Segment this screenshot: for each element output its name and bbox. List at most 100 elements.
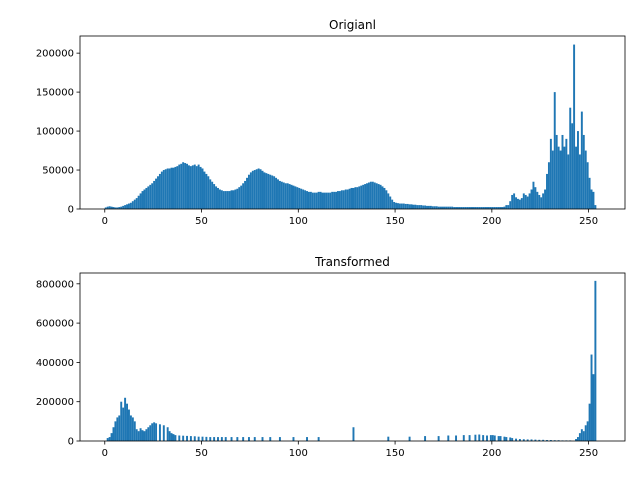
bar: [577, 437, 579, 441]
bar: [528, 193, 531, 209]
x-tick-label: 0: [102, 216, 108, 227]
bar: [524, 194, 527, 209]
bar: [236, 188, 239, 209]
bar: [133, 421, 136, 441]
bar: [542, 439, 545, 441]
bar: [112, 427, 115, 441]
bar: [108, 206, 111, 209]
bar: [379, 184, 382, 209]
bar: [468, 435, 471, 441]
bar: [145, 187, 148, 209]
bar: [317, 437, 320, 441]
bar: [563, 146, 566, 209]
bar: [484, 207, 487, 209]
bar: [155, 423, 158, 441]
bar: [184, 163, 187, 209]
bar: [306, 191, 308, 209]
bar: [435, 206, 438, 209]
bar: [482, 207, 485, 209]
bar: [294, 186, 297, 209]
bar: [520, 198, 523, 209]
bar: [457, 207, 459, 209]
bar: [205, 173, 208, 209]
bar: [495, 207, 498, 209]
bar: [584, 425, 587, 441]
bar: [217, 187, 219, 209]
bar: [470, 207, 473, 209]
bar: [186, 163, 188, 209]
bar: [222, 191, 225, 209]
bar: [133, 199, 136, 209]
bar: [170, 167, 173, 209]
bar: [290, 184, 293, 209]
x-tick-label: 0: [102, 448, 108, 459]
bar: [259, 169, 262, 209]
bar: [187, 165, 190, 209]
bar: [476, 207, 479, 209]
bar: [253, 437, 256, 441]
bar: [157, 176, 159, 209]
bar: [342, 190, 345, 209]
x-tick-label: 250: [579, 216, 598, 227]
y-tick-label: 0: [68, 205, 74, 216]
bar: [106, 206, 109, 209]
axes-frame: [79, 35, 626, 210]
y-tick-label: 50000: [42, 166, 74, 177]
bar: [466, 207, 469, 209]
bar: [507, 205, 510, 209]
axes-frame: [79, 272, 626, 442]
bar: [369, 181, 372, 209]
bar: [580, 429, 583, 441]
x-tick-label: 50: [195, 216, 208, 227]
y-tick-label: 200000: [36, 397, 74, 408]
bar: [234, 189, 237, 209]
bar: [209, 437, 212, 441]
bar: [487, 207, 490, 209]
bar: [437, 206, 440, 209]
bar: [118, 415, 121, 441]
bar: [493, 207, 496, 209]
bar: [273, 176, 276, 209]
bar: [366, 183, 368, 209]
bar: [346, 189, 349, 209]
bar: [427, 205, 430, 209]
bar: [431, 206, 434, 209]
bar: [509, 437, 512, 441]
bar: [577, 131, 579, 209]
bar: [215, 186, 218, 209]
bar: [455, 207, 458, 209]
bar: [383, 187, 386, 209]
bar: [505, 205, 508, 209]
bar: [503, 436, 506, 441]
bar: [114, 207, 117, 209]
bar: [323, 192, 326, 209]
bar: [356, 187, 359, 209]
bar: [478, 207, 481, 209]
bar: [182, 162, 185, 209]
x-tick-label: 200: [482, 448, 501, 459]
bar: [391, 199, 394, 209]
bar: [110, 433, 113, 441]
bar: [416, 205, 419, 209]
bar: [373, 182, 376, 209]
bar: [344, 189, 347, 209]
bar: [443, 206, 446, 209]
bar: [120, 206, 123, 209]
bar: [306, 437, 308, 441]
bar: [282, 182, 285, 209]
bar: [418, 205, 421, 209]
bar: [542, 193, 545, 209]
bar: [151, 183, 154, 209]
bar: [251, 170, 254, 209]
y-tick-label: 200000: [36, 49, 74, 60]
bar: [257, 168, 260, 209]
bar: [518, 439, 521, 441]
bar: [106, 438, 109, 441]
y-tick-label: 800000: [36, 279, 74, 290]
x-tick-label: 150: [386, 216, 405, 227]
bar: [588, 177, 591, 209]
bar: [292, 185, 295, 209]
bar: [414, 204, 417, 209]
x-tick-label: 250: [579, 448, 598, 459]
